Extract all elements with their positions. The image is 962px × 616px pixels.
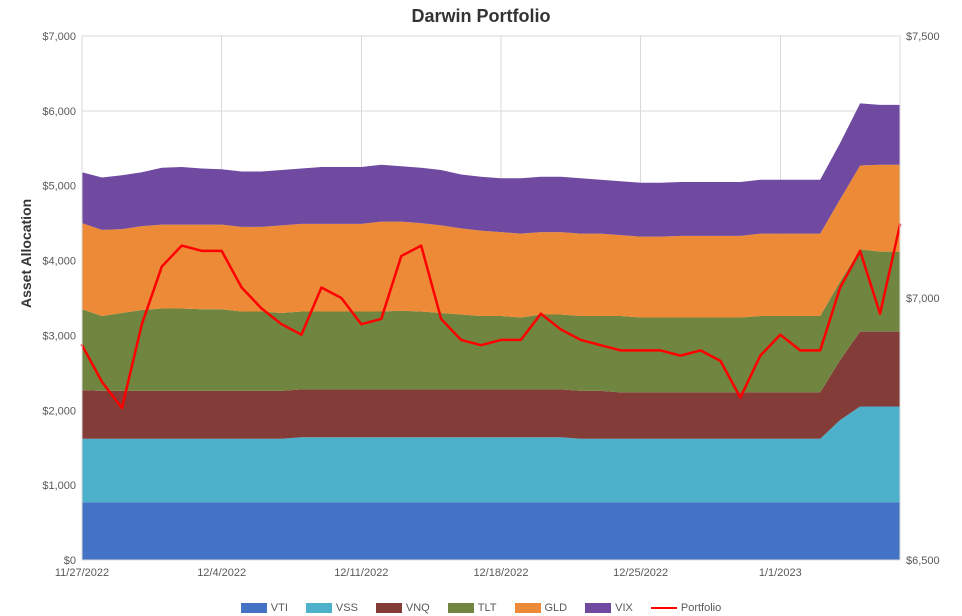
legend-item-portfolio: Portfolio xyxy=(651,602,721,614)
legend-label: VIX xyxy=(615,602,633,614)
legend-item-gld: GLD xyxy=(515,602,568,614)
legend-label: Portfolio xyxy=(681,602,721,614)
legend-label: VNQ xyxy=(406,602,430,614)
x-tick: 12/11/2022 xyxy=(334,567,388,579)
x-tick: 1/1/2023 xyxy=(759,567,802,579)
y-left-tick: $2,000 xyxy=(42,405,76,417)
legend-swatch xyxy=(376,603,402,613)
y-right-tick: $7,000 xyxy=(906,293,940,305)
x-tick: 12/4/2022 xyxy=(197,567,246,579)
y-left-tick: $6,000 xyxy=(42,106,76,118)
legend-swatch xyxy=(515,603,541,613)
y-left-tick: $1,000 xyxy=(42,480,76,492)
chart-plot: $0 $1,000 $2,000 $3,000 $4,000 $5,000 $6,000 $7… xyxy=(0,0,962,616)
y-left-tick: $5,000 xyxy=(42,181,76,193)
legend-swatch xyxy=(585,603,611,613)
legend-label: TLT xyxy=(478,602,497,614)
legend-swatch xyxy=(448,603,474,613)
y-axis-label: Asset Allocation xyxy=(18,199,34,308)
chart-container: Darwin Portfolio Asset Allocation $0 $1,0… xyxy=(0,0,962,616)
legend-item-vti: VTI xyxy=(241,602,288,614)
x-tick: 12/25/2022 xyxy=(613,567,668,579)
legend-swatch xyxy=(306,603,332,613)
area-vti xyxy=(82,502,900,560)
chart-legend: VTI VSS VNQ TLT GLD VIX Portfolio xyxy=(0,602,962,614)
legend-label: VSS xyxy=(336,602,358,614)
legend-item-vix: VIX xyxy=(585,602,633,614)
y-left-tick: $4,000 xyxy=(42,256,76,268)
legend-item-vnq: VNQ xyxy=(376,602,430,614)
legend-line-swatch xyxy=(651,607,677,609)
x-tick: 11/27/2022 xyxy=(55,567,109,579)
area-vix xyxy=(82,103,900,236)
legend-label: GLD xyxy=(545,602,568,614)
y-left-tick: $3,000 xyxy=(42,330,76,342)
x-tick: 12/18/2022 xyxy=(473,567,528,579)
legend-item-vss: VSS xyxy=(306,602,358,614)
legend-swatch xyxy=(241,603,267,613)
y-right-tick: $6,500 xyxy=(906,555,940,567)
y-left-tick: $7,000 xyxy=(42,31,76,43)
chart-title: Darwin Portfolio xyxy=(0,6,962,27)
y-right-tick: $7,500 xyxy=(906,31,940,43)
y-left-tick: $0 xyxy=(64,555,76,567)
legend-label: VTI xyxy=(271,602,288,614)
legend-item-tlt: TLT xyxy=(448,602,497,614)
